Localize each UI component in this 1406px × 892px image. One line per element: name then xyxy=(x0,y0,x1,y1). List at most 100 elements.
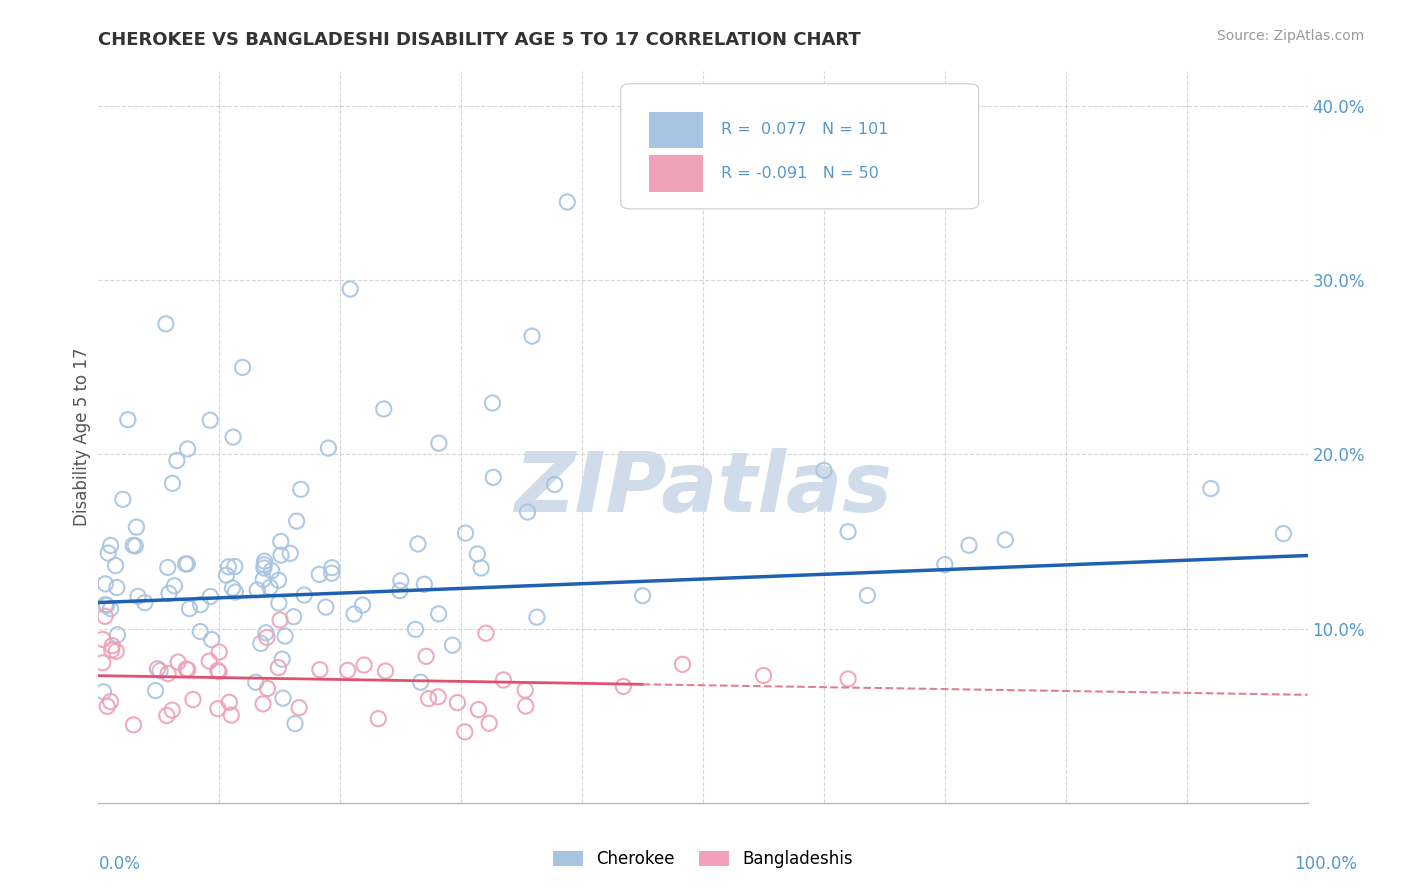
Point xyxy=(515,683,537,698)
Point xyxy=(994,533,1017,547)
Point xyxy=(934,558,956,572)
Point xyxy=(467,547,489,561)
Point xyxy=(389,574,412,588)
Point xyxy=(339,282,361,296)
Point xyxy=(104,558,127,573)
Point xyxy=(157,586,180,600)
Point xyxy=(544,477,567,491)
Point xyxy=(482,470,505,484)
FancyBboxPatch shape xyxy=(648,155,703,192)
Point xyxy=(93,685,115,699)
Point xyxy=(957,538,980,552)
Point xyxy=(516,505,538,519)
Point xyxy=(181,692,204,706)
Point xyxy=(160,703,183,717)
Point xyxy=(308,567,330,582)
Point xyxy=(246,582,269,597)
Point xyxy=(274,629,297,643)
Point xyxy=(208,645,231,659)
Point xyxy=(111,492,134,507)
Point xyxy=(122,538,145,552)
Point xyxy=(176,662,198,676)
Point xyxy=(270,548,292,562)
Text: R =  0.077   N = 101: R = 0.077 N = 101 xyxy=(721,122,889,137)
Point xyxy=(353,658,375,673)
Point xyxy=(100,643,122,657)
Point xyxy=(309,663,332,677)
Point xyxy=(252,697,274,711)
Y-axis label: Disability Age 5 to 17: Disability Age 5 to 17 xyxy=(73,348,91,526)
Legend: Cherokee, Bangladeshis: Cherokee, Bangladeshis xyxy=(546,844,860,875)
Point xyxy=(94,598,117,612)
Point xyxy=(224,559,246,574)
Point xyxy=(215,568,238,582)
Point xyxy=(269,613,291,627)
Point xyxy=(245,675,267,690)
Point xyxy=(163,579,186,593)
Point xyxy=(145,683,167,698)
Point xyxy=(837,672,859,686)
Point xyxy=(176,557,198,571)
Text: ZIPatlas: ZIPatlas xyxy=(515,448,891,529)
Point xyxy=(101,639,124,653)
Point xyxy=(267,660,290,674)
Point xyxy=(427,607,450,621)
Point xyxy=(100,601,122,615)
Point xyxy=(374,664,396,678)
Text: Source: ZipAtlas.com: Source: ZipAtlas.com xyxy=(1216,29,1364,43)
Point xyxy=(207,701,229,715)
Point xyxy=(336,663,359,677)
Point xyxy=(100,539,122,553)
Point xyxy=(321,566,343,581)
Point xyxy=(315,600,337,615)
Point xyxy=(352,598,374,612)
Point xyxy=(813,463,835,477)
Point xyxy=(427,690,450,704)
Point xyxy=(167,655,190,669)
Point xyxy=(198,654,221,668)
Point xyxy=(162,476,184,491)
Point xyxy=(127,590,149,604)
Point xyxy=(388,583,411,598)
Point xyxy=(117,412,139,426)
Point xyxy=(176,442,198,456)
Point xyxy=(441,638,464,652)
Point xyxy=(198,413,221,427)
Point xyxy=(256,681,278,696)
Point xyxy=(475,626,498,640)
Point xyxy=(318,441,340,455)
Point xyxy=(515,699,537,714)
Point xyxy=(105,581,128,595)
Point xyxy=(107,628,129,642)
Point xyxy=(492,673,515,687)
Point xyxy=(752,668,775,682)
Point xyxy=(406,537,429,551)
Point xyxy=(418,691,440,706)
Text: R = -0.091   N = 50: R = -0.091 N = 50 xyxy=(721,166,879,181)
Point xyxy=(292,588,315,602)
Point xyxy=(256,631,278,645)
Point xyxy=(1199,482,1222,496)
Point xyxy=(520,329,543,343)
Point xyxy=(156,708,179,723)
Point xyxy=(134,596,156,610)
Point xyxy=(409,675,432,690)
Point xyxy=(157,666,180,681)
Point xyxy=(454,526,477,541)
Point xyxy=(253,561,276,575)
Point xyxy=(446,696,468,710)
Point xyxy=(856,589,879,603)
Point xyxy=(200,590,222,604)
Point xyxy=(250,636,273,650)
Point xyxy=(671,657,693,672)
Point xyxy=(267,596,290,610)
Point xyxy=(260,564,283,578)
Point xyxy=(105,644,128,658)
Point xyxy=(125,520,148,534)
Point xyxy=(1272,526,1295,541)
Point xyxy=(454,724,477,739)
Point xyxy=(97,546,120,560)
Point xyxy=(94,609,117,624)
Point xyxy=(177,663,200,677)
Point xyxy=(290,483,312,497)
